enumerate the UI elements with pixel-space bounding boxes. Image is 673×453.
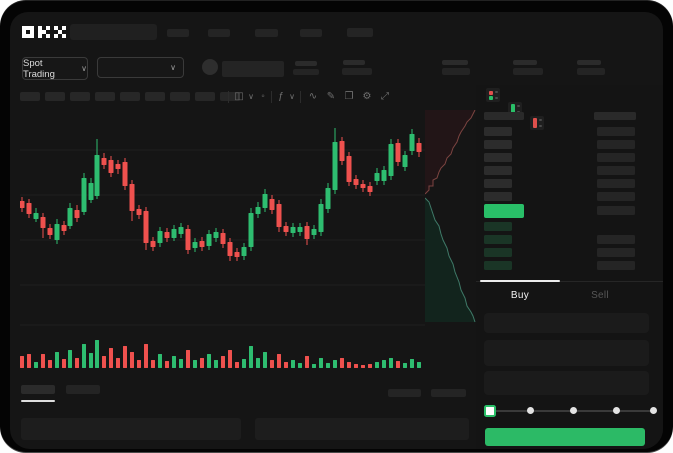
bid-amount-bar[interactable] — [597, 248, 635, 257]
toolbar-divider — [300, 91, 301, 103]
buy-tab-indicator — [480, 280, 560, 282]
ask-price-bar[interactable] — [484, 153, 512, 162]
timeframe-button[interactable] — [45, 92, 65, 101]
tab-order-history[interactable] — [66, 385, 100, 394]
amount-slider-track[interactable] — [484, 405, 657, 417]
fullscreen-icon[interactable]: ⤢ — [381, 91, 389, 102]
ask-price-bar[interactable] — [484, 140, 512, 149]
bid-price-bar[interactable] — [484, 248, 512, 257]
ticker-stat-value — [342, 68, 372, 75]
market-type-dropdown[interactable]: Spot Trading ∨ — [22, 57, 88, 80]
ticker-stat-label — [343, 60, 365, 65]
bid-price-bar[interactable] — [484, 235, 512, 244]
buy-submit-button[interactable] — [485, 428, 645, 446]
ticker-stat-value — [577, 68, 605, 75]
bid-price-bar[interactable] — [484, 222, 512, 231]
orders-filter-placeholder[interactable] — [431, 389, 466, 397]
nav-item-trade[interactable] — [167, 29, 189, 37]
price-input[interactable] — [484, 313, 649, 333]
ticker-stat-label — [577, 60, 601, 65]
ask-amount-bar[interactable] — [597, 127, 635, 136]
draw-tool-icon[interactable]: ✎ — [326, 91, 336, 102]
ask-amount-bar[interactable] — [597, 153, 635, 162]
timeframe-button[interactable] — [70, 92, 90, 101]
bid-amount-bar[interactable] — [597, 235, 635, 244]
timeframe-button[interactable] — [120, 92, 140, 101]
nav-item-markets[interactable] — [208, 29, 230, 37]
ask-price-bar[interactable] — [484, 166, 512, 175]
indicators-icon[interactable]: ƒ — [278, 91, 284, 102]
toolbar-divider — [271, 91, 272, 103]
ask-price-bar[interactable] — [484, 192, 512, 201]
slider-handle[interactable] — [484, 405, 496, 417]
timeframe-button[interactable] — [170, 92, 190, 101]
ask-amount-bar[interactable] — [597, 179, 635, 188]
compare-icon[interactable]: ◦ — [261, 91, 265, 102]
screenshot-icon[interactable]: ❐ — [344, 91, 354, 102]
chevron-down-icon: ∨ — [81, 63, 87, 73]
ask-price-bar[interactable] — [484, 179, 512, 188]
orders-filter-placeholder[interactable] — [388, 389, 421, 397]
bid-amount-bar[interactable] — [597, 261, 635, 270]
ask-amount-bar[interactable] — [597, 140, 635, 149]
total-input[interactable] — [484, 371, 649, 395]
ticker-stat-value — [513, 68, 543, 75]
amount-input[interactable] — [484, 340, 649, 366]
chevron-down-icon: ∨ — [170, 62, 176, 72]
slider-stop-75[interactable] — [613, 407, 620, 414]
ask-amount-bar[interactable] — [597, 192, 635, 201]
orderbook-amount-header — [594, 112, 636, 120]
timeframe-button[interactable] — [145, 92, 165, 101]
slider-stop-100[interactable] — [650, 407, 657, 414]
tab-buy[interactable]: Buy — [510, 290, 530, 301]
toolbar-divider — [228, 91, 229, 103]
ticker-stat-label — [513, 60, 537, 65]
last-price-badge[interactable] — [484, 204, 524, 218]
timeframe-button[interactable] — [220, 92, 240, 101]
slider-stop-50[interactable] — [570, 407, 577, 414]
search-input[interactable] — [70, 24, 157, 40]
coin-avatar — [202, 59, 218, 75]
orderbook-mode-combined-icon[interactable] — [486, 88, 500, 102]
pair-selector-dropdown[interactable]: ∨ — [97, 57, 184, 78]
chart-type-chevron-icon[interactable]: ∨ — [248, 92, 254, 101]
line-tool-icon[interactable]: ∿ — [308, 91, 318, 102]
chart-settings-icon[interactable]: ⚙ — [362, 91, 372, 102]
pair-name-placeholder — [222, 61, 284, 77]
depth-chart[interactable] — [425, 110, 480, 330]
tabs-divider — [476, 281, 663, 282]
chart-type-icon[interactable]: ◫ — [234, 91, 244, 102]
ticker-stat-value — [442, 68, 470, 75]
market-type-label: Spot Trading — [23, 57, 55, 80]
bid-price-bar[interactable] — [484, 261, 512, 270]
trading-app-window: Spot Trading ∨ ∨ ◫ ∨ ◦ ƒ — [10, 12, 663, 449]
okx-logo — [22, 26, 66, 38]
tab-sell[interactable]: Sell — [591, 290, 609, 301]
indicators-chevron-icon[interactable]: ∨ — [289, 92, 295, 101]
active-tab-underline — [21, 400, 55, 402]
orderbook-mode-asks-icon[interactable] — [530, 116, 544, 130]
nav-item-assets[interactable] — [255, 29, 278, 37]
tab-open-orders[interactable] — [21, 385, 55, 394]
orderbook-amount-bar — [597, 206, 635, 215]
ask-amount-bar[interactable] — [597, 166, 635, 175]
volume-chart — [20, 340, 421, 368]
ticker-stat-label — [442, 60, 468, 65]
timeframe-button[interactable] — [20, 92, 40, 101]
last-price-value-placeholder — [293, 69, 319, 75]
nav-item-account[interactable] — [347, 28, 373, 37]
slider-stop-25[interactable] — [527, 407, 534, 414]
candlestick-chart[interactable] — [20, 110, 425, 332]
last-price-label-placeholder — [295, 61, 317, 66]
ask-price-bar[interactable] — [484, 127, 512, 136]
timeframe-button[interactable] — [195, 92, 215, 101]
orders-table-header — [255, 418, 469, 440]
nav-item-more[interactable] — [300, 29, 322, 37]
orderbook-price-header — [484, 112, 524, 120]
orders-table-header — [21, 418, 241, 440]
timeframe-button[interactable] — [95, 92, 115, 101]
